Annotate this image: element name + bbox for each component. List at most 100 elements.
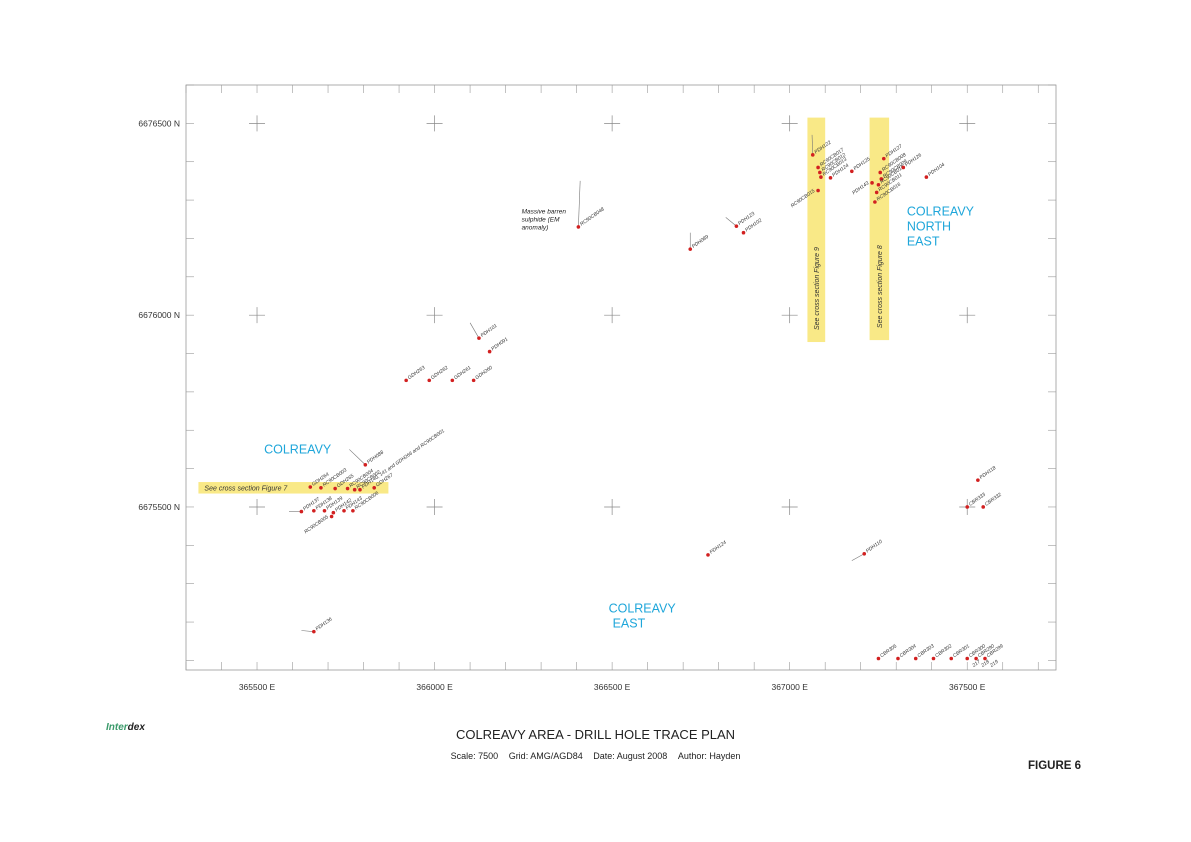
drill-hole-marker: [878, 170, 883, 175]
drill-hole-label: CBR305: [879, 643, 898, 659]
drill-hole-marker: [345, 486, 350, 491]
drill-hole-marker: [333, 486, 337, 491]
cross-section-bands: See cross section Figure 7 See cross sect…: [198, 117, 890, 494]
drill-hole-marker: [896, 656, 900, 661]
drill-hole-marker: [862, 551, 867, 556]
drill-hole-marker: [874, 190, 879, 195]
hole-trace: [469, 322, 480, 339]
drill-hole-label: PDH126: [904, 152, 923, 168]
drill-hole-marker: [706, 553, 710, 557]
hole-trace: [725, 217, 737, 227]
drill-hole-marker: [342, 509, 346, 513]
area-label: COLREAVY EAST: [609, 601, 677, 630]
note-line: sulphide (EM: [522, 217, 561, 224]
drill-hole-label: PDH101: [480, 323, 499, 339]
drill-hole-marker: [881, 156, 886, 161]
area-label-line: EAST: [907, 234, 940, 248]
map-frame: [185, 84, 1057, 671]
drill-hole-marker: [404, 378, 408, 383]
area-label-line: EAST: [613, 616, 646, 630]
grid-crosses: [249, 115, 976, 515]
drill-hole-label: CBR302: [934, 643, 953, 659]
grid-text: Grid: AMG/AGD84: [508, 751, 583, 761]
drill-hole-label: PDH136: [315, 616, 334, 632]
drill-hole-label: GDH261: [453, 365, 473, 381]
area-label: COLREAVY: [264, 442, 332, 456]
drill-hole-label: PDH089: [691, 234, 710, 250]
drill-hole-marker: [487, 349, 492, 354]
drill-hole-label: PDH110: [865, 539, 884, 555]
hole-trace: [349, 449, 366, 465]
figure-label: FIGURE 6: [1028, 760, 1082, 772]
drill-hole-marker: [873, 200, 877, 204]
easting-label: 365500 E: [239, 682, 276, 692]
drill-hole-label: GDH260: [474, 365, 494, 381]
drill-hole-marker: [312, 509, 316, 513]
hole-trace: [301, 630, 314, 632]
author-text: Author: Hayden: [677, 751, 741, 761]
drill-hole-label: PDH143: [851, 180, 870, 196]
drill-hole-marker: [981, 505, 986, 509]
drill-hole-marker: [901, 165, 906, 170]
drill-hole-marker: [965, 656, 970, 661]
drill-hole-marker: [576, 225, 581, 229]
drill-hole-marker: [741, 230, 746, 235]
easting-labels: 365500 E 366000 E 366500 E 367000 E 367500 E: [239, 682, 986, 692]
cross-section-band: [198, 482, 389, 494]
northing-label: 6675500 N: [138, 502, 180, 512]
drill-hole-marker: [322, 509, 327, 513]
drill-hole-marker: [876, 656, 881, 661]
cross-section-band: [869, 117, 890, 341]
drill-hole-marker: [427, 378, 432, 383]
drill-hole-marker: [924, 175, 929, 179]
drill-hole-marker: [688, 247, 693, 251]
drill-hole-marker: [876, 182, 881, 187]
easting-label: 367500 E: [949, 682, 986, 692]
drill-hole-label: RC90CB048: [579, 206, 606, 227]
drill-hole-label: CBR304: [899, 643, 918, 659]
area-label-line: COLREAVY: [907, 204, 975, 218]
drill-hole-marker: [965, 505, 970, 509]
drill-hole-label: PDH091: [490, 336, 509, 352]
drill-hole-marker: [471, 378, 476, 383]
drill-hole-marker: [477, 336, 481, 340]
drill-hole-marker: [352, 487, 357, 492]
easting-label: 366000 E: [416, 682, 453, 692]
drill-hole-marker: [816, 165, 820, 170]
drill-hole-marker: [734, 224, 739, 228]
drill-hole-label: 217: [971, 659, 982, 669]
drill-hole-marker: [828, 176, 833, 180]
easting-label: 366500 E: [594, 682, 631, 692]
northing-label: 6676000 N: [138, 310, 180, 320]
map-title: COLREAVY AREA - DRILL HOLE TRACE PLAN: [455, 727, 736, 742]
easting-label: 367000 E: [771, 682, 808, 692]
drill-hole-marker: [299, 509, 304, 514]
cross-section-label: See cross section Figure 8: [877, 245, 884, 328]
drill-hole-marker: [450, 378, 455, 383]
drill-hole-marker: [319, 485, 323, 490]
drill-hole-marker: [976, 478, 980, 482]
note-line: Massive barren: [522, 209, 567, 216]
area-label-line: NORTH: [907, 219, 951, 233]
area-label-line: COLREAVY: [609, 601, 677, 615]
drill-hole-label: 218: [980, 659, 991, 669]
date-text: Date: August 2008: [593, 751, 668, 761]
drill-hole-marker: [351, 509, 355, 513]
note-line: anomaly): [522, 225, 549, 232]
cross-section-label: See cross section Figure 9: [814, 247, 821, 330]
drill-hole-marker: [931, 656, 936, 661]
area-label: COLREAVY NORTH EAST: [907, 204, 975, 248]
drill-hole-marker: [372, 485, 377, 490]
cross-section-label: See cross section Figure 7: [204, 485, 288, 492]
logo-text-inter: Inter: [106, 722, 128, 733]
drill-hole-label: GDH262: [430, 365, 450, 381]
drill-hole-marker: [850, 169, 854, 174]
frame-ticks: [185, 84, 1056, 670]
annotations: Massive barren sulphide (EM anomaly): [522, 209, 567, 232]
drill-hole-marker: [810, 153, 815, 157]
drill-hole-marker: [983, 656, 987, 661]
drill-hole-marker: [816, 188, 820, 193]
